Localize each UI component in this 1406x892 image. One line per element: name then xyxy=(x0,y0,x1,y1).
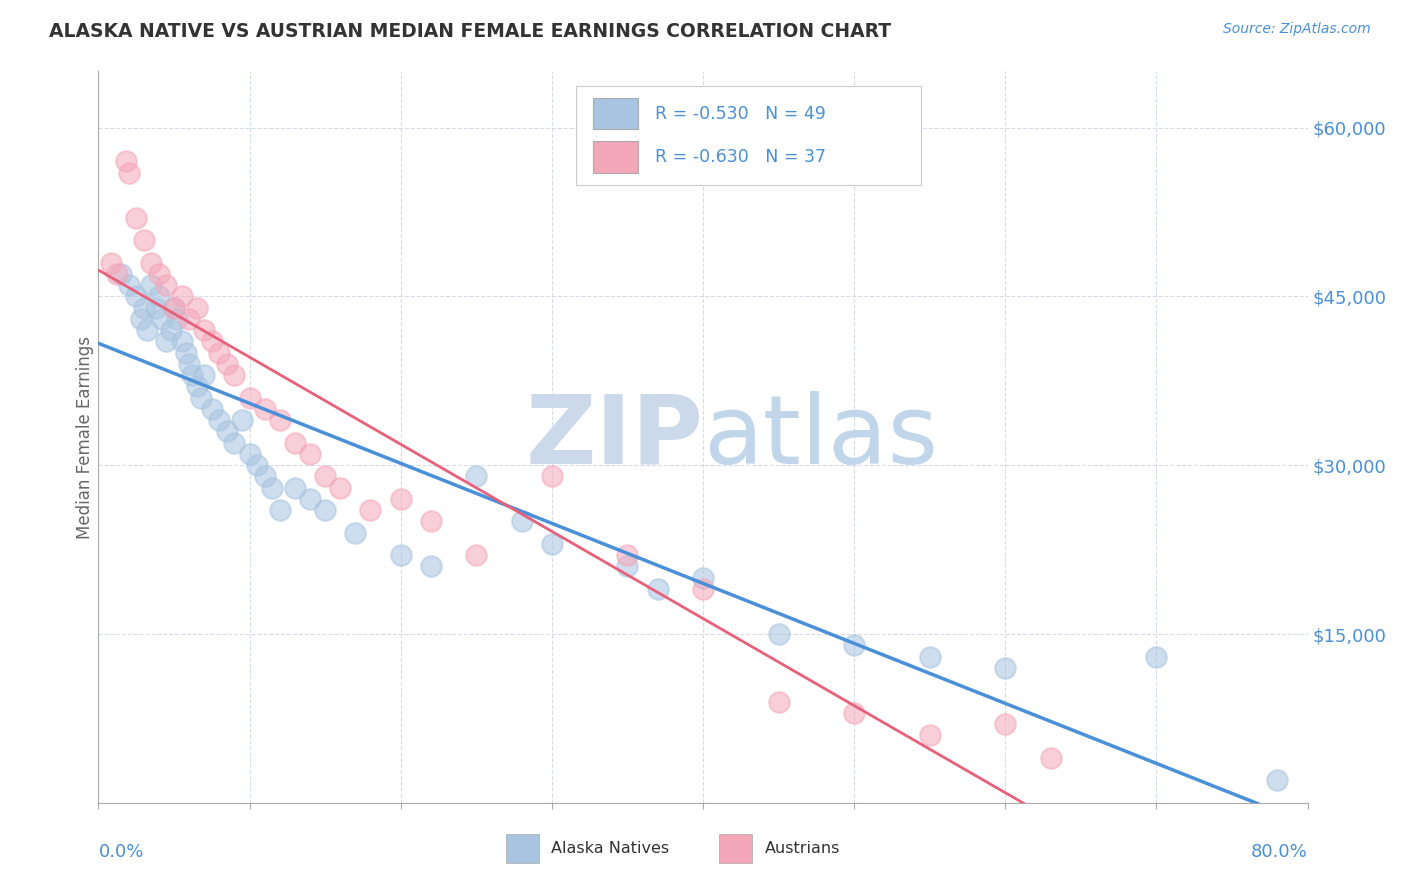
Point xyxy=(155,334,177,349)
Point xyxy=(148,289,170,303)
Point xyxy=(262,481,284,495)
Point xyxy=(201,401,224,416)
Text: 0.0%: 0.0% xyxy=(98,843,143,861)
Point xyxy=(215,425,238,439)
Text: ZIP: ZIP xyxy=(524,391,703,483)
Point xyxy=(918,649,941,664)
Point xyxy=(616,559,638,574)
Point xyxy=(1267,773,1289,788)
Point xyxy=(231,413,253,427)
Point xyxy=(420,559,443,574)
Point xyxy=(540,469,562,483)
Point xyxy=(125,211,148,225)
Point xyxy=(647,582,669,596)
Point xyxy=(186,301,208,315)
Point xyxy=(224,368,246,383)
Point xyxy=(208,345,231,359)
Point xyxy=(246,458,269,473)
Point xyxy=(239,447,262,461)
Point xyxy=(844,706,866,720)
Point xyxy=(299,491,322,506)
Point xyxy=(768,627,790,641)
Point xyxy=(284,481,307,495)
Point xyxy=(208,413,231,427)
Point xyxy=(329,481,352,495)
Point xyxy=(150,312,173,326)
Point xyxy=(360,503,382,517)
Point xyxy=(114,154,136,169)
Point xyxy=(118,166,141,180)
Point xyxy=(918,728,941,742)
Point xyxy=(239,391,262,405)
Point xyxy=(145,301,167,315)
Point xyxy=(193,323,215,337)
Point xyxy=(224,435,246,450)
Point xyxy=(179,312,201,326)
Point xyxy=(166,312,188,326)
Point xyxy=(135,323,157,337)
Text: Source: ZipAtlas.com: Source: ZipAtlas.com xyxy=(1223,22,1371,37)
Point xyxy=(692,582,714,596)
Point xyxy=(269,503,291,517)
Point xyxy=(170,289,193,303)
Point xyxy=(994,661,1017,675)
Point xyxy=(299,447,322,461)
Point xyxy=(141,278,163,293)
Point xyxy=(465,548,488,562)
Point xyxy=(768,694,790,708)
Point xyxy=(465,469,488,483)
Text: ALASKA NATIVE VS AUSTRIAN MEDIAN FEMALE EARNINGS CORRELATION CHART: ALASKA NATIVE VS AUSTRIAN MEDIAN FEMALE … xyxy=(49,22,891,41)
Point xyxy=(616,548,638,562)
Point xyxy=(1039,751,1062,765)
Text: 80.0%: 80.0% xyxy=(1251,843,1308,861)
Point xyxy=(389,491,412,506)
Point xyxy=(844,638,866,652)
Point xyxy=(129,312,152,326)
Point xyxy=(314,503,336,517)
Text: atlas: atlas xyxy=(703,391,938,483)
Point xyxy=(118,278,141,293)
Point xyxy=(110,267,132,281)
Point xyxy=(344,525,367,540)
Point xyxy=(389,548,412,562)
Point xyxy=(540,537,562,551)
Point xyxy=(1146,649,1168,664)
Point xyxy=(132,233,155,247)
Point xyxy=(141,255,163,269)
Point xyxy=(163,301,186,315)
Point xyxy=(510,515,533,529)
Point xyxy=(163,301,186,315)
Point xyxy=(179,357,201,371)
Point xyxy=(201,334,224,349)
Point xyxy=(160,323,183,337)
Point xyxy=(314,469,336,483)
Point xyxy=(994,717,1017,731)
Point xyxy=(100,255,122,269)
Point xyxy=(125,289,148,303)
Point xyxy=(253,469,276,483)
Point xyxy=(253,401,276,416)
Point xyxy=(155,278,177,293)
Point xyxy=(148,267,170,281)
Y-axis label: Median Female Earnings: Median Female Earnings xyxy=(76,335,94,539)
Point xyxy=(174,345,197,359)
Point xyxy=(105,267,128,281)
Point xyxy=(420,515,443,529)
Point xyxy=(193,368,215,383)
Point xyxy=(284,435,307,450)
Point xyxy=(190,391,212,405)
Point xyxy=(132,301,155,315)
Point xyxy=(181,368,204,383)
Point xyxy=(186,379,208,393)
Point xyxy=(269,413,291,427)
Point xyxy=(170,334,193,349)
Point xyxy=(692,571,714,585)
Point xyxy=(215,357,238,371)
